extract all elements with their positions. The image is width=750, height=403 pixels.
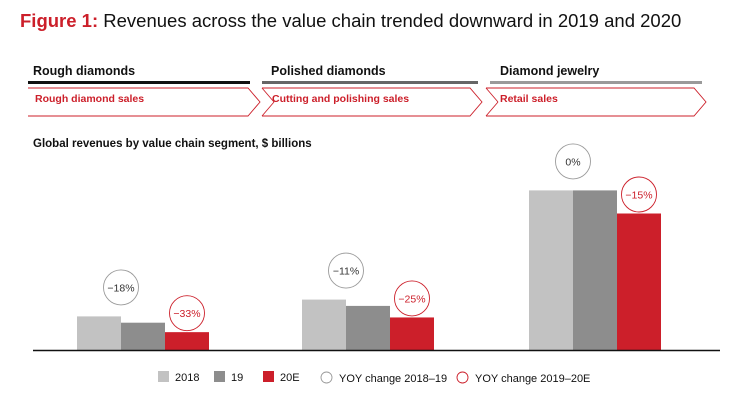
bar-rough-diamonds-20e (165, 332, 209, 350)
yoy-circle-yoy-2018-19-polished-diamonds (328, 252, 364, 289)
segment-rule-jewelry (490, 81, 702, 84)
bar-diamond-jewelry-19 (573, 190, 617, 350)
bar-polished-diamonds-2018 (302, 299, 346, 350)
bar-rough-diamonds-2018 (77, 316, 121, 350)
legend-label-yoy-2018-19: YOY change 2018–19 (339, 373, 448, 385)
value-chain-notch-polished-lower (261, 101, 275, 117)
figure-label: Figure 1: (20, 10, 99, 31)
yoy-label-yoy-2018-19-diamond-jewelry: 0% (565, 156, 580, 168)
yoy-circle-yoy-2019-20-polished-diamonds (394, 280, 430, 317)
segment-rule-rough (28, 81, 250, 84)
value-chain-notch-polished (261, 87, 275, 103)
value-chain-arrow-rough (28, 87, 261, 117)
legend-label-20e: 20E (280, 372, 300, 384)
yoy-label-yoy-2019-20-rough-diamonds: −33% (173, 308, 200, 320)
segment-sub-rough: Rough diamond sales (35, 93, 145, 105)
segment-sub-polished: Cutting and polishing sales (272, 93, 410, 105)
yoy-label-yoy-2018-19-rough-diamonds: −18% (107, 282, 134, 294)
legend-label-2018: 2018 (175, 372, 200, 384)
figure-title-text: Revenues across the value chain trended … (103, 10, 682, 31)
value-chain-arrows (28, 87, 707, 117)
segment-sub-jewelry: Retail sales (500, 93, 558, 105)
segment-heading-polished: Polished diamonds (271, 64, 386, 78)
segment-rule-polished (262, 81, 478, 84)
legend-item-19: 19 (214, 371, 243, 385)
yoy-circle-yoy-2019-20-rough-diamonds (169, 295, 205, 332)
legend-circle-red-icon (456, 371, 469, 384)
bar-polished-diamonds-19 (346, 305, 390, 350)
bar-polished-diamonds-20e (390, 317, 434, 350)
legend-swatch-19 (214, 371, 225, 382)
bar-rough-diamonds-19 (121, 322, 165, 350)
bars-group (77, 190, 661, 350)
legend-swatch-20e (263, 371, 274, 382)
bar-diamond-jewelry-20e (617, 213, 661, 350)
legend-item-2018: 2018 (158, 371, 199, 385)
yoy-bubbles-group: −18% −33% −11% −25% 0% −15% (103, 143, 657, 332)
value-chain-notch-jewelry (485, 87, 499, 103)
chart-subtitle: Global revenues by value chain segment, … (33, 138, 312, 150)
yoy-circle-yoy-2019-20-diamond-jewelry (621, 176, 657, 213)
bar-diamond-jewelry-2018 (529, 190, 573, 350)
yoy-label-yoy-2018-19-polished-diamonds: −11% (333, 266, 359, 278)
yoy-label-yoy-2019-20-polished-diamonds: −25% (398, 293, 425, 305)
legend-label-19: 19 (231, 372, 244, 384)
yoy-circle-yoy-2018-19-rough-diamonds (103, 269, 139, 306)
yoy-circle-yoy-2018-19-diamond-jewelry (555, 143, 591, 180)
yoy-label-yoy-2019-20-diamond-jewelry: −15% (625, 190, 652, 202)
legend-circle-grey-icon (320, 371, 333, 384)
legend-item-yoy-2018-19: YOY change 2018–19 (320, 371, 447, 386)
figure-title: Figure 1: Revenues across the value chai… (20, 10, 681, 32)
value-chain-arrow-polished (262, 87, 483, 117)
segment-heading-jewelry: Diamond jewelry (500, 64, 600, 78)
segment-heading-rough: Rough diamonds (33, 64, 136, 78)
legend-item-20e: 20E (263, 371, 300, 385)
value-chain-notch-jewelry-lower (485, 101, 499, 117)
legend-label-yoy-2019-20: YOY change 2019–20E (475, 373, 591, 385)
legend-swatch-2018 (158, 371, 169, 382)
value-chain-arrow-jewelry (486, 87, 707, 117)
legend-item-yoy-2019-20: YOY change 2019–20E (456, 371, 590, 386)
